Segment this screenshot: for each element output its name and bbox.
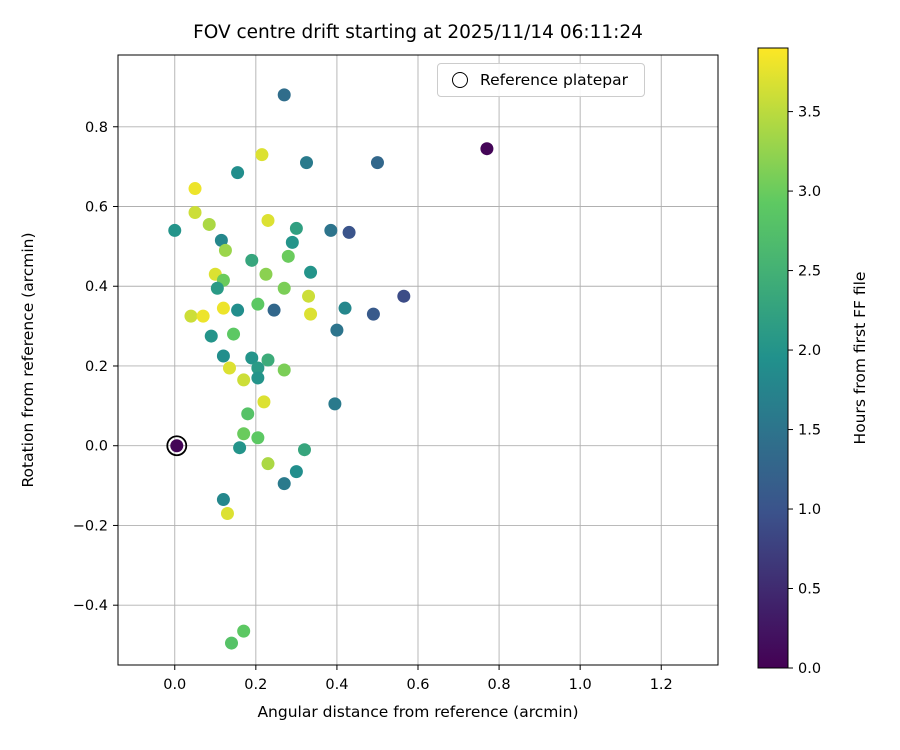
svg-text:0.0: 0.0: [85, 439, 108, 455]
legend-label: Reference platepar: [480, 71, 628, 89]
legend: Reference platepar: [437, 63, 645, 97]
svg-text:0.4: 0.4: [325, 677, 348, 693]
svg-text:1.2: 1.2: [650, 677, 673, 693]
svg-text:0.2: 0.2: [85, 359, 108, 375]
x-axis-label: Angular distance from reference (arcmin): [257, 703, 579, 721]
svg-text:0.6: 0.6: [85, 200, 108, 216]
colorbar-label: Hours from first FF file: [851, 271, 869, 445]
chart-title: FOV centre drift starting at 2025/11/14 …: [193, 22, 643, 43]
svg-text:1.0: 1.0: [569, 677, 592, 693]
svg-text:0.8: 0.8: [488, 677, 511, 693]
svg-text:2.0: 2.0: [798, 343, 821, 359]
svg-text:0.8: 0.8: [85, 120, 108, 136]
y-axis-label: Rotation from reference (arcmin): [19, 232, 37, 488]
svg-text:0.0: 0.0: [163, 677, 186, 693]
svg-text:3.0: 3.0: [798, 184, 821, 200]
svg-text:0.6: 0.6: [406, 677, 429, 693]
svg-text:1.5: 1.5: [798, 423, 821, 439]
svg-text:0.0: 0.0: [798, 661, 821, 677]
svg-text:0.2: 0.2: [244, 677, 267, 693]
svg-text:0.4: 0.4: [85, 279, 108, 295]
reference-platepar-marker-icon: [452, 72, 468, 88]
svg-text:2.5: 2.5: [798, 264, 821, 280]
svg-text:1.0: 1.0: [798, 502, 821, 518]
svg-text:3.5: 3.5: [798, 105, 821, 121]
svg-text:0.5: 0.5: [798, 582, 821, 598]
svg-text:−0.4: −0.4: [73, 598, 108, 614]
svg-text:−0.2: −0.2: [73, 518, 108, 534]
